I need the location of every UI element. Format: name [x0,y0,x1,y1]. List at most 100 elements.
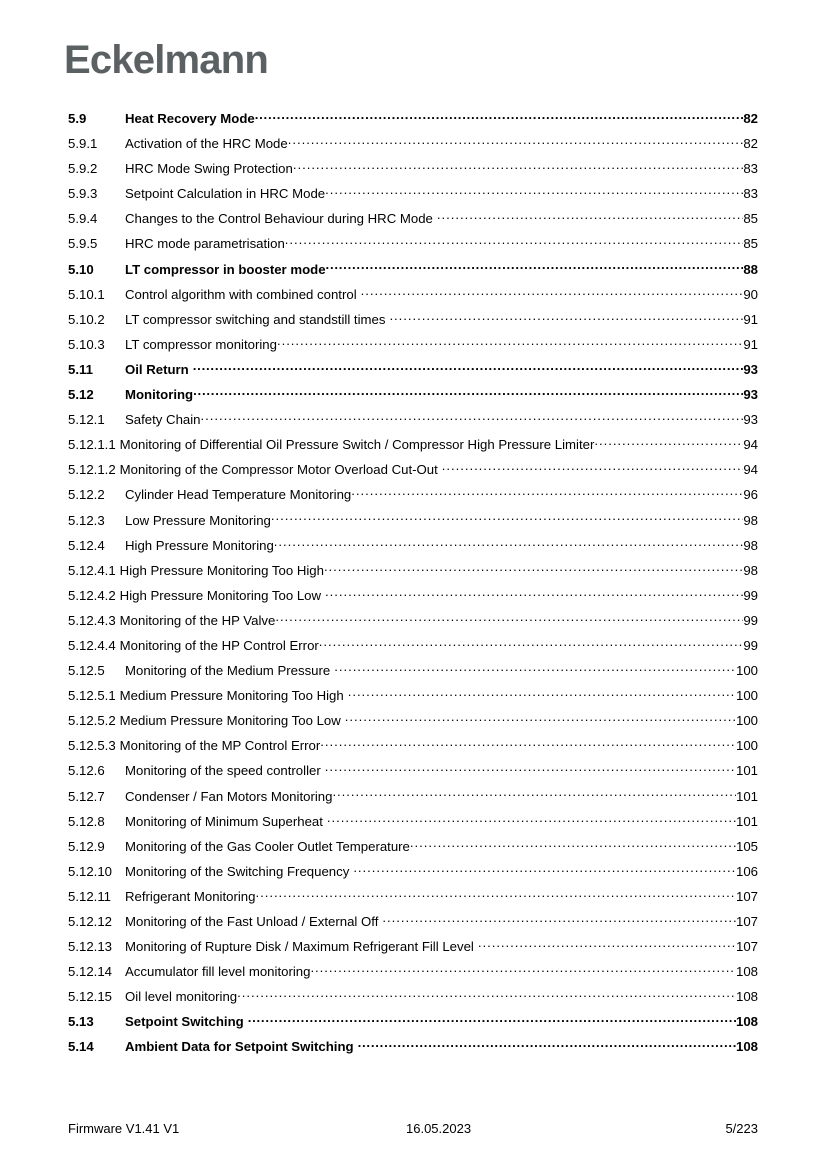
toc-entry[interactable]: 5.9.5 HRC mode parametrisation 85 [68,231,758,256]
toc-entry[interactable]: 5.10.1 Control algorithm with combined co… [68,282,758,307]
toc-entry-number: 5.12.2 [68,487,105,503]
toc-entry[interactable]: 5.12.1.1 Monitoring of Differential Oil P… [68,432,758,457]
toc-entry-title: Condenser / Fan Motors Monitoring [125,788,333,804]
toc-entry[interactable]: 5.9.3 Setpoint Calculation in HRC Mode 83 [68,181,758,206]
toc-entry-page: 96 [743,487,758,503]
toc-dot-leader [255,888,736,901]
toc-entry-number: 5.9.3 [68,186,98,202]
toc-entry[interactable]: 5.11 Oil Return 93 [68,357,758,382]
toc-entry[interactable]: 5.9.1 Activation of the HRC Mode 82 [68,131,758,156]
toc-entry-title: Setpoint Switching [125,1014,244,1030]
toc-entry[interactable]: 5.12.15 Oil level monitoring 108 [68,984,758,1009]
toc-entry[interactable]: 5.12.5.1 Medium Pressure Monitoring Too H… [68,683,758,708]
toc-entry[interactable]: 5.12.3 Low Pressure Monitoring 98 [68,508,758,533]
toc-entry[interactable]: 5.10 LT compressor in booster mode 88 [68,257,758,282]
toc-entry-page: 108 [735,1014,758,1030]
toc-entry-number: 5.12.1.2 [68,462,116,478]
toc-entry[interactable]: 5.12.10 Monitoring of the Switching Frequ… [68,859,758,884]
toc-entry-page: 94 [743,437,758,453]
toc-dot-leader [325,762,736,775]
toc-entry[interactable]: 5.12.8 Monitoring of Minimum Superheat 101 [68,809,758,834]
toc-dot-leader [320,737,736,750]
toc-entry[interactable]: 5.12.4.2 High Pressure Monitoring Too Low… [68,583,758,608]
toc-entry-page: 93 [743,361,758,377]
toc-entry[interactable]: 5.12.6 Monitoring of the speed controller… [68,758,758,783]
toc-dot-leader [358,1038,736,1051]
toc-entry-page: 108 [735,1039,758,1055]
toc-entry-page: 94 [743,462,758,478]
toc-entry[interactable]: 5.9.2 HRC Mode Swing Protection 83 [68,156,758,181]
toc-entry-title: Oil level monitoring [125,989,238,1005]
toc-entry-number: 5.12.4.3 [68,612,116,628]
toc-entry-page: 100 [735,688,758,704]
toc-entry[interactable]: 5.12 Monitoring 93 [68,382,758,407]
toc-entry[interactable]: 5.10.3 LT compressor monitoring 91 [68,332,758,357]
toc-entry-number: 5.12.12 [68,914,112,929]
toc-entry[interactable]: 5.12.5 Monitoring of the Medium Pressure 1… [68,658,758,683]
toc-dot-leader [361,286,744,299]
toc-entry-title: Monitoring of the Switching Frequency [125,863,350,879]
toc-entry-number: 5.12.4.1 [68,562,116,578]
toc-entry[interactable]: 5.12.11 Refrigerant Monitoring 107 [68,884,758,909]
toc-entry-title: Monitoring of the speed controller [125,763,321,779]
toc-entry-number: 5.12.5 [68,663,105,679]
toc-entry-number: 5.12.15 [68,989,112,1005]
toc-entry[interactable]: 5.12.9 Monitoring of the Gas Cooler Outle… [68,834,758,859]
toc-entry[interactable]: 5.12.1.2 Monitoring of the Compressor Mot… [68,457,758,482]
toc-entry[interactable]: 5.12.1 Safety Chain 93 [68,407,758,432]
toc-entry-title: Monitoring of Rupture Disk / Maximum Ref… [125,939,474,955]
toc-entry-title: Oil Return [125,361,189,377]
toc-entry[interactable]: 5.12.5.3 Monitoring of the MP Control Err… [68,733,758,758]
toc-entry[interactable]: 5.10.2 LT compressor switching and stands… [68,307,758,332]
toc-entry-title: LT compressor monitoring [125,336,277,352]
toc-dot-leader [277,336,743,349]
toc-entry[interactable]: 5.9.4 Changes to the Control Behaviour du… [68,206,758,231]
toc-dot-leader [442,461,744,474]
toc-entry-title: Activation of the HRC Mode [125,136,288,152]
toc-entry-number: 5.9.5 [68,236,98,252]
toc-entry[interactable]: 5.14 Ambient Data for Setpoint Switching 1… [68,1034,758,1059]
toc-entry[interactable]: 5.12.13 Monitoring of Rupture Disk / Maxi… [68,934,758,959]
toc-entry-title: Monitoring of the HP Valve [119,612,276,628]
toc-dot-leader [275,612,743,625]
toc-entry[interactable]: 5.12.14 Accumulator fill level monitoring… [68,959,758,984]
toc-entry-page: 88 [743,261,758,277]
toc-entry[interactable]: 5.12.5.2 Medium Pressure Monitoring Too L… [68,708,758,733]
toc-entry-title: Monitoring of the Medium Pressure [125,663,331,679]
toc-entry[interactable]: 5.12.2 Cylinder Head Temperature Monitori… [68,482,758,507]
toc-entry-number: 5.12.5.3 [68,738,116,754]
toc-entry[interactable]: 5.12.4.4 Monitoring of the HP Control Err… [68,633,758,658]
toc-entry-title: Ambient Data for Setpoint Switching [125,1039,354,1055]
toc-entry[interactable]: 5.12.4.1 High Pressure Monitoring Too Hig… [68,558,758,583]
toc-dot-leader [201,411,744,424]
toc-entry-page: 100 [735,663,758,679]
toc-entry-title: Refrigerant Monitoring [125,888,256,904]
toc-dot-leader [255,110,744,123]
toc-entry-page: 83 [743,186,758,202]
toc-entry-page: 98 [743,562,758,578]
toc-entry-page: 107 [735,939,758,955]
toc-entry-number: 5.12.13 [68,939,112,955]
toc-entry-number: 5.12.4 [68,537,105,553]
toc-entry-page: 90 [743,286,758,302]
toc-entry-page: 101 [735,763,758,779]
toc-entry-page: 93 [743,412,758,428]
toc-dot-leader [348,687,736,700]
toc-entry-number: 5.12.4.2 [68,587,116,603]
toc-entry[interactable]: 5.12.4 High Pressure Monitoring 98 [68,533,758,558]
toc-entry[interactable]: 5.13 Setpoint Switching 108 [68,1009,758,1034]
toc-entry-page: 98 [743,512,758,528]
toc-entry-page: 107 [735,914,758,929]
toc-entry-number: 5.12.10 [68,863,112,879]
toc-entry-number: 5.12.5.2 [68,713,116,729]
toc-entry[interactable]: 5.12.12 Monitoring of the Fast Unload / E… [68,909,758,934]
toc-entry-page: 105 [735,838,758,854]
toc-entry-title: LT compressor in booster mode [125,261,326,277]
toc-entry[interactable]: 5.12.7 Condenser / Fan Motors Monitoring 1… [68,784,758,809]
toc-entry[interactable]: 5.9 Heat Recovery Mode 82 [68,106,758,131]
toc-entry-page: 108 [735,989,758,1005]
toc-entry-title: HRC Mode Swing Protection [125,161,293,177]
toc-entry-title: Control algorithm with combined control [125,286,357,302]
toc-entry-page: 106 [735,863,758,879]
